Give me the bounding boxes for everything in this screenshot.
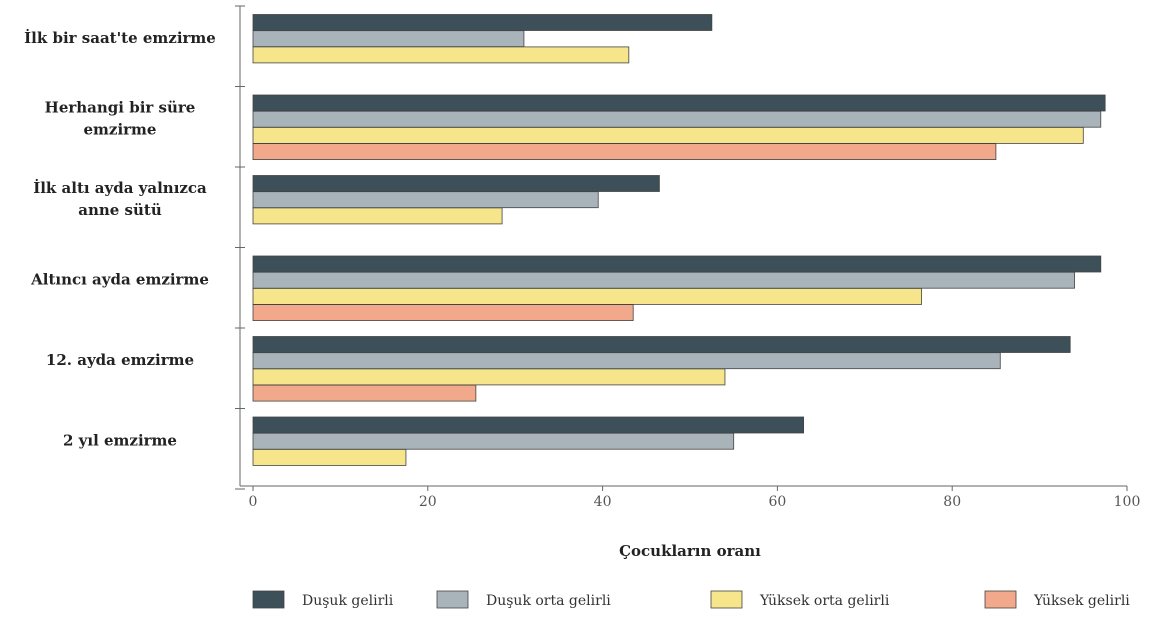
bar (252, 143, 997, 161)
x-tick-label: 20 (419, 494, 437, 510)
bar (252, 127, 1084, 144)
legend-label: Duşuk orta gelirli (486, 593, 611, 609)
bar (252, 384, 477, 402)
legend-label: Duşuk gelirli (302, 593, 394, 609)
bar (252, 94, 1106, 112)
legend-swatch (436, 590, 469, 609)
bar (252, 110, 1102, 128)
category-label: 12. ayda emzirme (46, 351, 194, 369)
legend-swatch (252, 590, 285, 609)
category-label: Herhangi bir süre emzirme (45, 99, 196, 139)
x-tick-label: 80 (943, 494, 961, 510)
legend-label: Yüksek orta gelirli (759, 593, 890, 609)
category-label: 2 yıl emzirme (63, 432, 177, 450)
bar (252, 368, 726, 386)
bar (252, 352, 1001, 370)
bar (252, 191, 599, 209)
category-label: İlk bir saat'te emzirme (24, 28, 216, 47)
bar (252, 255, 1102, 273)
bar (252, 432, 735, 450)
bar (252, 271, 1075, 289)
legend-swatch (984, 590, 1017, 609)
bar (252, 46, 630, 64)
category-label: Altıncı ayda emzirme (30, 271, 209, 289)
x-tick-label: 60 (768, 494, 786, 510)
bar (252, 30, 525, 48)
bar (252, 207, 503, 225)
plot-area: 0 20 40 60 80 100 İlk bir saat'te emzirme Herha… (24, 5, 1141, 510)
bar (252, 416, 805, 434)
bar (252, 304, 634, 322)
x-axis-title: Çocukların oranı (619, 542, 761, 560)
bar (252, 175, 660, 192)
bar (252, 14, 713, 31)
x-tick-label: 0 (249, 494, 258, 510)
bar (252, 287, 923, 305)
legend-label: Yüksek gelirli (1033, 593, 1130, 609)
bar (252, 336, 1071, 353)
x-tick-label: 100 (1114, 494, 1141, 510)
legend-swatch (710, 590, 743, 609)
legend: Duşuk gelirli Duşuk orta gelirli Yüksek or… (252, 590, 1130, 609)
category-label: İlk altı ayda yalnızca anne sütü (33, 178, 207, 219)
bar (252, 448, 407, 466)
x-tick-label: 40 (594, 494, 612, 510)
